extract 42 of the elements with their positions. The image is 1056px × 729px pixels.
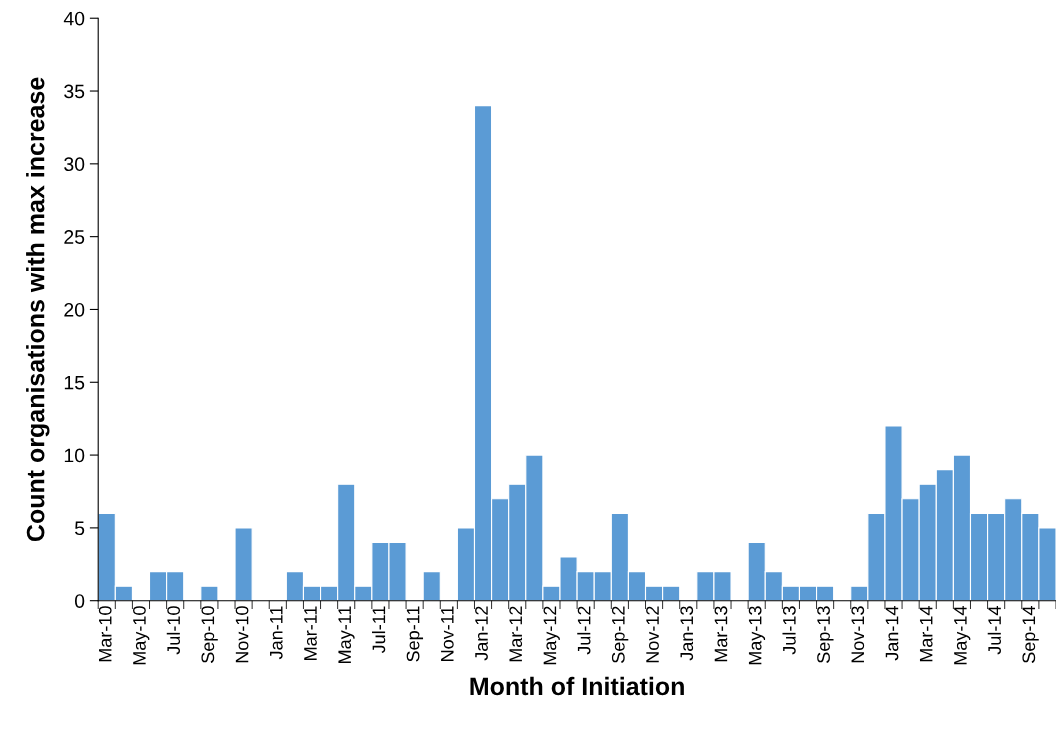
x-tick-label: May-12: [543, 606, 560, 665]
x-tick-label: Jan-13: [680, 606, 694, 661]
x-tick-label: Nov-11: [441, 606, 454, 661]
x-tick-label: May-14: [954, 606, 971, 665]
x-tick-label: Nov-10: [235, 606, 249, 663]
bar: [422, 571, 441, 601]
x-tick-label: Mar-10: [98, 606, 112, 662]
x-tick-label: Jan-11: [270, 606, 283, 660]
y-tick-label: 20: [64, 302, 85, 317]
y-tick-label: 25: [64, 230, 85, 244]
y-tick-label: 30: [64, 157, 85, 172]
x-tick-label: Mar-11: [304, 606, 317, 660]
x-tick-label: Jul-11: [372, 606, 386, 654]
x-tick-label: Mar-13: [714, 606, 728, 662]
x-tick-label: Nov-12: [646, 606, 659, 663]
x-tick-label: Jan-14: [885, 606, 899, 661]
x-tick-label: Jul-13: [782, 606, 796, 655]
x-tick-label: Jul-14: [987, 606, 1001, 655]
y-tick-label: 5: [74, 521, 85, 536]
x-tick-label: May-13: [748, 606, 766, 665]
x-tick-label: Mar-14: [919, 606, 933, 662]
y-tick-label: 10: [64, 448, 85, 463]
x-tick-label: Jan-12: [475, 606, 488, 661]
x-tick-label: Jul-12: [577, 606, 591, 655]
x-tick-label: Jul-10: [166, 606, 181, 655]
y-tick-label: 35: [64, 84, 85, 99]
y-tick-label: 15: [64, 375, 85, 390]
y-tick-label: 0: [74, 594, 85, 608]
x-tick-label: May-11: [338, 606, 355, 663]
y-tick-label: 40: [63, 11, 85, 26]
x-tick-label: Sep-10: [201, 606, 218, 663]
x-axis-title: Month of Initiation: [470, 676, 684, 696]
bar: [234, 527, 253, 601]
y-axis-title: Count organisations with max increase: [26, 77, 50, 542]
x-tick-label: May-10: [133, 606, 150, 665]
x-tick-label: Sep-14: [1022, 606, 1039, 663]
x-tick-label: Mar-12: [509, 606, 523, 662]
x-tick-label: Nov-13: [851, 606, 865, 663]
x-tick-label: Sep-13: [817, 606, 834, 663]
x-tick-label: Sep-11: [406, 606, 424, 662]
x-tick-label: Sep-12: [611, 606, 629, 663]
bar: [200, 585, 219, 601]
